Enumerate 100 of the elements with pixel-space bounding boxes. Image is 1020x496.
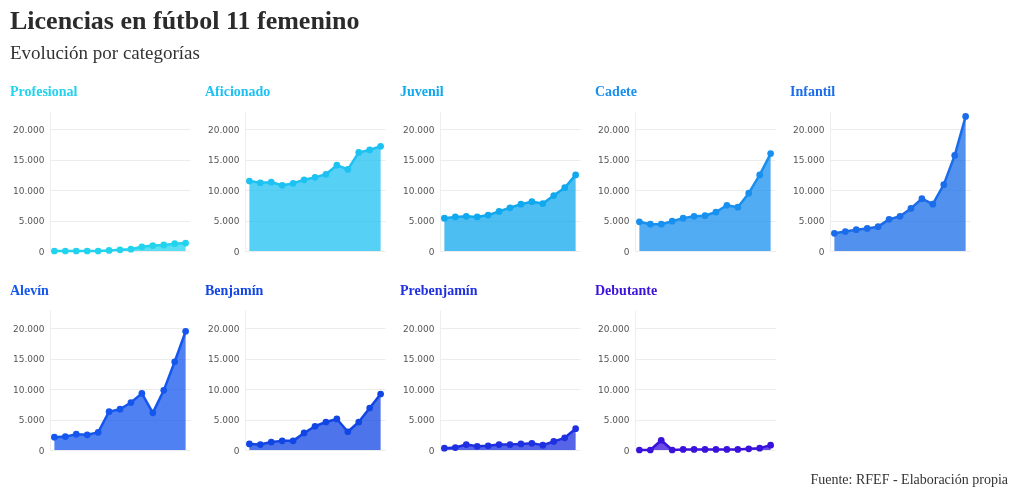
point [278,437,286,445]
y-tick-label: 10.000 [793,185,825,196]
point [322,170,330,178]
point [734,203,742,211]
chart-title: Licencias en fútbol 11 femenino [10,6,360,35]
point [473,213,481,221]
point [550,438,558,445]
point [83,431,91,439]
y-tick-label: 10.000 [208,185,240,196]
point [171,358,179,366]
legend-title: Aficionado [205,84,271,99]
y-tick-label: 5.000 [603,415,630,426]
y-tick-label: 0 [428,445,435,456]
point [896,212,904,220]
point [657,220,665,228]
point [951,152,959,159]
point [929,200,937,208]
point [874,223,882,230]
point [561,434,569,442]
point [572,425,579,433]
y-tick-label: 5.000 [213,216,240,227]
point [171,240,179,248]
point [278,181,286,189]
point [441,444,448,452]
point [377,142,384,150]
point [377,390,384,398]
y-tick-label: 10.000 [403,185,435,196]
point [745,189,753,197]
point [484,211,492,219]
point [72,247,80,255]
y-tick-label: 10.000 [13,384,45,395]
y-tick-label: 15.000 [403,155,435,166]
point [267,438,275,446]
point [72,430,80,438]
point [767,150,774,157]
point [116,246,124,254]
y-tick-label: 10.000 [13,185,45,196]
point [572,171,579,179]
point [852,226,860,234]
point [517,200,525,208]
point [907,205,915,212]
point [484,442,492,450]
legend-title: Benjamín [205,283,264,298]
y-tick-label: 5.000 [798,216,825,227]
point [289,437,297,445]
y-tick-label: 15.000 [403,354,435,365]
legend-title: Infantil [790,84,836,99]
legend-title: Cadete [595,84,637,99]
point [561,184,569,192]
point [355,418,363,426]
point [94,429,102,436]
y-tick-label: 10.000 [598,384,630,395]
y-tick-label: 10.000 [598,185,630,196]
point [333,161,341,169]
point [506,204,514,212]
point [528,198,536,206]
point [712,208,720,216]
y-tick-label: 5.000 [18,415,45,426]
point [495,441,503,448]
point [246,177,253,185]
point [61,247,69,255]
point [289,180,297,187]
point [451,444,459,451]
point [138,243,146,251]
point [83,247,91,255]
point [690,212,698,220]
y-tick-label: 20.000 [403,124,435,135]
y-tick-label: 20.000 [208,124,240,135]
y-tick-label: 5.000 [18,216,45,227]
point [256,179,264,187]
point [723,202,731,209]
y-tick-label: 10.000 [208,384,240,395]
y-tick-label: 0 [818,246,825,257]
point [517,440,525,448]
legend-title: Debutante [595,283,658,298]
point [300,176,308,184]
point [160,241,168,249]
point [756,171,764,179]
y-tick-label: 5.000 [408,216,435,227]
legend-title: Profesional [10,84,78,99]
point [918,195,926,202]
point [149,242,157,249]
point [863,225,871,232]
point [441,214,448,222]
point [473,443,481,450]
point [539,441,547,449]
point [528,439,536,447]
point [701,212,709,220]
y-tick-label: 15.000 [598,155,630,166]
y-tick-label: 20.000 [13,124,45,135]
point [246,440,253,448]
point [138,390,146,397]
point [105,247,113,254]
point [94,247,102,255]
y-tick-label: 15.000 [208,354,240,365]
point [636,218,643,226]
legend-title: Juvenil [400,84,444,99]
point [311,174,319,181]
y-tick-label: 10.000 [403,384,435,395]
point [366,404,374,412]
